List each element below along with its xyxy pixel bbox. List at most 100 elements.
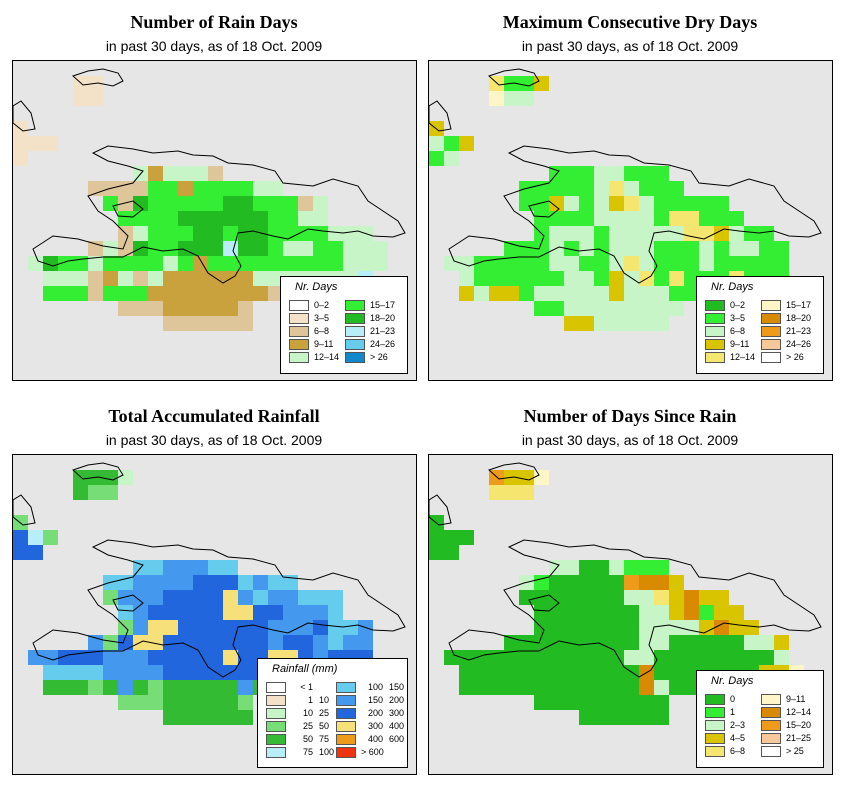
grid-cell	[343, 620, 358, 635]
legend-range-high: 50	[319, 721, 330, 731]
panel-subtitle: in past 30 days, as of 18 Oct. 2009	[521, 432, 739, 448]
grid-cell	[193, 211, 208, 226]
grid-cell	[654, 271, 669, 286]
legend-swatch	[761, 719, 781, 731]
grid-cell	[549, 286, 564, 301]
grid-cell	[313, 196, 328, 211]
grid-cell	[459, 136, 474, 151]
grid-cell	[759, 226, 774, 241]
grid-cell	[774, 650, 789, 665]
grid-cell	[178, 211, 193, 226]
grid-cell	[624, 226, 639, 241]
grid-cell	[429, 545, 444, 560]
grid-cell	[639, 650, 654, 665]
grid-cell	[684, 241, 699, 256]
grid-cell	[73, 91, 88, 106]
grid-cell	[504, 91, 519, 106]
grid-cell	[519, 91, 534, 106]
grid-cell	[103, 485, 118, 500]
grid-cell	[579, 316, 594, 331]
grid-cell	[328, 605, 343, 620]
grid-cell	[714, 256, 729, 271]
legend-item: 21–23	[345, 325, 395, 337]
legend-swatch	[345, 351, 365, 363]
grid-cell	[208, 301, 223, 316]
grid-cell	[178, 620, 193, 635]
legend-label: 6–8	[730, 746, 746, 756]
grid-cell	[639, 605, 654, 620]
grid-cell	[313, 226, 328, 241]
legend-label: 2–3	[730, 720, 746, 730]
grid-cell	[444, 151, 459, 166]
grid-cell	[504, 286, 519, 301]
grid-cell	[103, 650, 118, 665]
legend-item: < 1	[266, 681, 319, 693]
grid-cell	[208, 710, 223, 725]
grid-cell	[684, 590, 699, 605]
grid-cell	[163, 211, 178, 226]
legend-range-low: < 1	[300, 682, 313, 692]
grid-cell	[594, 241, 609, 256]
grid-cell	[609, 560, 624, 575]
grid-cell	[238, 605, 253, 620]
grid-cell	[148, 680, 163, 695]
grid-cell	[148, 256, 163, 271]
grid-cell	[564, 665, 579, 680]
legend-item: 150 200	[336, 694, 404, 706]
grid-cell	[148, 560, 163, 575]
grid-cell	[714, 226, 729, 241]
grid-cell	[133, 590, 148, 605]
legend-item: 24–26	[761, 338, 811, 350]
grid-cell	[283, 196, 298, 211]
grid-cell	[208, 211, 223, 226]
grid-cell	[103, 241, 118, 256]
grid-cell	[534, 635, 549, 650]
grid-cell	[699, 590, 714, 605]
grid-cell	[669, 575, 684, 590]
grid-cell	[684, 635, 699, 650]
grid-cell	[178, 710, 193, 725]
grid-cell	[298, 211, 313, 226]
grid-cell	[669, 301, 684, 316]
grid-cell	[118, 680, 133, 695]
grid-cell	[549, 665, 564, 680]
legend-range: 75 100	[291, 747, 334, 757]
coastline	[72, 68, 124, 87]
grid-cell	[549, 196, 564, 211]
grid-cell	[609, 665, 624, 680]
grid-cell	[639, 181, 654, 196]
grid-cell	[624, 695, 639, 710]
legend-range: 100 150	[361, 682, 404, 692]
coastline	[448, 145, 822, 284]
grid-cell	[579, 590, 594, 605]
grid-cell	[654, 560, 669, 575]
grid-cell	[534, 196, 549, 211]
grid-cell	[163, 650, 178, 665]
legend-swatch	[761, 745, 781, 757]
grid-cell	[594, 560, 609, 575]
grid-cell	[669, 680, 684, 695]
grid-cell	[639, 635, 654, 650]
grid-cell	[714, 590, 729, 605]
legend-swatch	[289, 299, 309, 311]
grid-cell	[489, 91, 504, 106]
grid-cell	[28, 545, 43, 560]
legend-swatch	[761, 732, 781, 744]
grid-cell	[313, 590, 328, 605]
grid-cell	[579, 301, 594, 316]
grid-cell	[774, 241, 789, 256]
grid-cell	[669, 286, 684, 301]
grid-cell	[268, 196, 283, 211]
grid-cell	[489, 665, 504, 680]
grid-cell	[654, 710, 669, 725]
grid-cell	[609, 316, 624, 331]
legend-label: 6–8	[730, 326, 746, 336]
grid-cell	[148, 226, 163, 241]
legend-range-high: 75	[319, 734, 330, 744]
grid-cell	[193, 241, 208, 256]
legend-title: Nr. Days	[711, 281, 754, 293]
grid-cell	[163, 181, 178, 196]
grid-cell	[609, 575, 624, 590]
grid-cell	[163, 620, 178, 635]
grid-cell	[699, 650, 714, 665]
